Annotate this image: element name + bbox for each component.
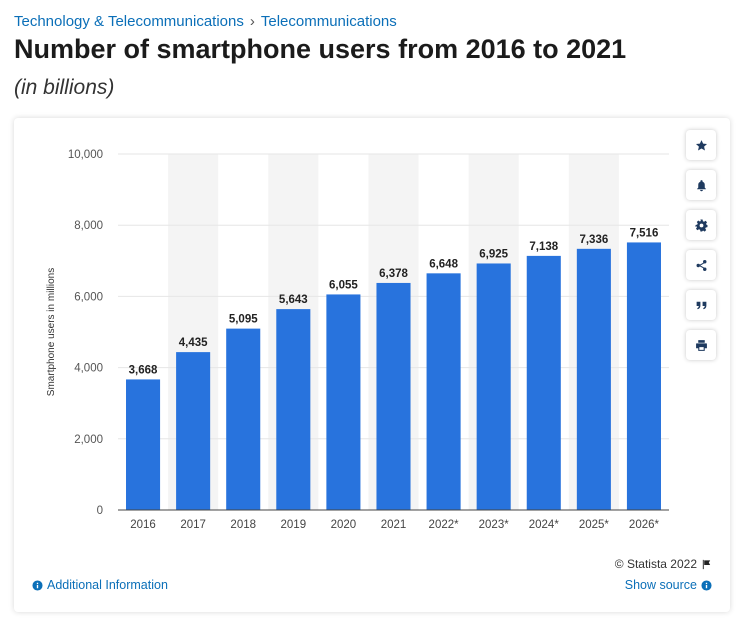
x-tick-label: 2020 [331,519,357,531]
cite-button[interactable] [686,290,716,320]
bar [176,352,211,510]
notification-button[interactable] [686,170,716,200]
bar [276,309,311,510]
flag-icon[interactable] [701,559,712,570]
data-label: 7,516 [630,227,659,239]
settings-button[interactable] [686,210,716,240]
favorite-button[interactable] [686,130,716,160]
show-source-link[interactable]: Show source [625,578,712,592]
bar-chart: 0 2,000 4,000 6,000 8,000 10,000 Smartphone us… [46,149,669,531]
info-icon [701,579,712,591]
y-tick-label: 10,000 [68,149,103,161]
y-tick-label: 0 [97,505,103,517]
data-label: 5,095 [229,314,258,326]
breadcrumb-link-technology[interactable]: Technology & Telecommunications [14,13,244,30]
x-tick-label: 2023* [479,519,510,531]
bar [376,282,411,510]
show-source-label: Show source [624,578,697,592]
y-tick-label: 6,000 [74,291,103,303]
y-axis-title: Smartphone users in millions [46,268,57,396]
quote-icon [696,301,706,309]
data-label: 6,055 [329,279,358,291]
data-label: 6,648 [429,258,458,270]
page-subtitle: (in billions) [14,76,115,99]
bell-icon [696,179,706,191]
x-tick-label: 2017 [180,519,206,531]
print-button[interactable] [686,330,716,360]
data-label: 7,138 [529,241,558,253]
chart-card: 0 2,000 4,000 6,000 8,000 10,000 Smartphone us… [14,118,730,612]
info-icon [32,579,43,591]
bar [626,242,661,510]
breadcrumb-link-telecommunications[interactable]: Telecommunications [260,13,397,30]
x-tick-label: 2024* [529,519,560,531]
bar [476,263,511,510]
x-tick-label: 2021 [381,519,407,531]
chart-toolbar [686,130,716,370]
x-tick-label: 2016 [130,519,156,531]
x-tick-label: 2019 [281,519,307,531]
data-label: 7,336 [579,234,608,246]
gear-icon [695,219,707,232]
data-label: 5,643 [279,294,308,306]
data-label: 6,378 [379,268,408,280]
breadcrumb: Technology & Telecommunications › Telecomm… [14,13,397,30]
bar [226,328,261,510]
x-tick-label: 2018 [230,519,256,531]
additional-information-label: Additional Information [47,578,168,592]
x-tick-label: 2022* [429,519,460,531]
page-title: Number of smartphone users from 2016 to … [14,34,627,64]
bar [126,379,161,510]
breadcrumb-separator: › [249,13,255,30]
share-button[interactable] [686,250,716,280]
bar [426,273,461,510]
bar [326,294,361,510]
data-label: 6,925 [479,248,508,260]
bar [576,248,611,511]
y-tick-label: 8,000 [74,220,103,232]
data-label: 4,435 [179,337,208,349]
copyright-text: © Statista 2022 [614,557,697,571]
bar [526,255,561,510]
y-tick-label: 2,000 [74,434,103,446]
copyright: © Statista 2022 [615,557,712,571]
data-label: 3,668 [129,364,158,376]
print-icon [695,339,707,351]
star-icon [695,139,707,150]
additional-information-link[interactable]: Additional Information [32,578,168,592]
x-tick-label: 2026* [629,519,660,531]
x-tick-label: 2025* [579,519,610,531]
y-tick-label: 4,000 [74,363,103,375]
share-icon [696,259,706,271]
